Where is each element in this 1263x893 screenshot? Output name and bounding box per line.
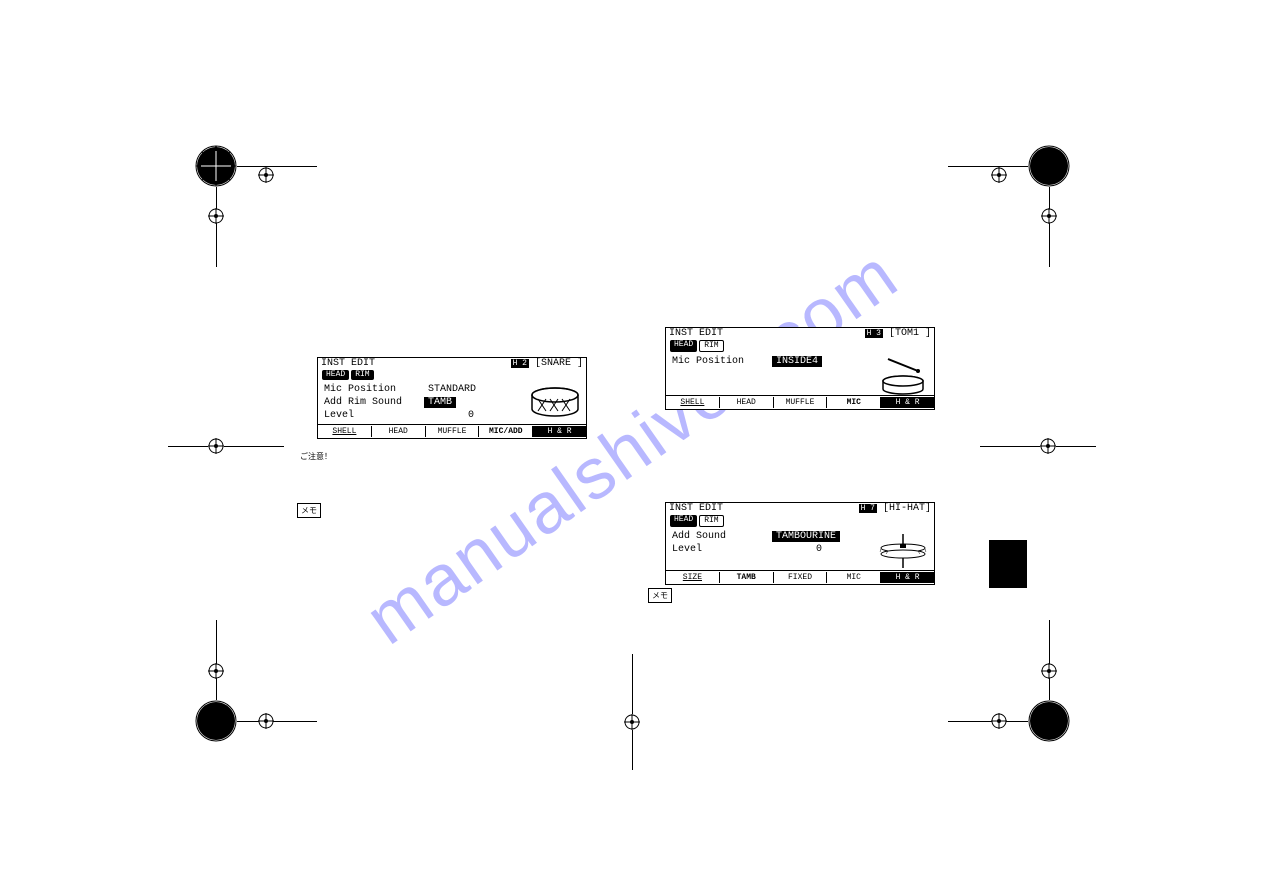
tom-drum-icon [878, 357, 928, 395]
panel-header-right: H 3 [TOM1 ] [865, 328, 931, 339]
watermark-text: manualshives.com [351, 233, 913, 661]
tab-rim[interactable]: RIM [699, 515, 723, 527]
param-value[interactable]: INSIDE4 [772, 356, 822, 367]
footer-tab-muffle[interactable]: MUFFLE [426, 426, 480, 437]
snare-drum-icon [530, 385, 580, 423]
param-value[interactable]: 0 [812, 544, 826, 555]
header-name: [SNARE ] [535, 358, 583, 369]
param-value[interactable]: 0 [464, 410, 478, 421]
lcd-panel-hihat: INST EDIT H 7 [HI-HAT] HEAD RIM Add Soun… [665, 502, 935, 585]
tab-rim[interactable]: RIM [351, 370, 373, 380]
param-label: Level [324, 410, 424, 421]
footer-tab-fixed[interactable]: FIXED [774, 572, 828, 583]
param-value[interactable]: TAMBOURINE [772, 531, 840, 542]
page-index-tab [989, 540, 1027, 588]
footer-tab-head[interactable]: HEAD [720, 397, 774, 408]
param-label: Mic Position [672, 356, 772, 367]
param-label: Add Sound [672, 531, 772, 542]
param-label: Mic Position [324, 384, 424, 395]
header-name: [TOM1 ] [889, 328, 931, 339]
panel-title: INST EDIT [669, 328, 723, 339]
tab-head[interactable]: HEAD [670, 340, 697, 352]
param-label: Level [672, 544, 772, 555]
footer-tab-shell[interactable]: SHELL [666, 397, 720, 408]
panel-header-right: H 7 [HI-HAT] [859, 503, 931, 514]
param-label: Add Rim Sound [324, 397, 424, 408]
memo-icon: メモ [297, 503, 321, 518]
footer-tab-tamb[interactable]: TAMB [720, 572, 774, 583]
tab-rim[interactable]: RIM [699, 340, 723, 352]
lcd-panel-tom: INST EDIT H 3 [TOM1 ] HEAD RIM Mic Posit… [665, 327, 935, 410]
tab-head[interactable]: HEAD [670, 515, 697, 527]
footer-tab-micadd[interactable]: MIC/ADD [479, 426, 533, 437]
hihat-icon [878, 532, 928, 570]
panel-title: INST EDIT [669, 503, 723, 514]
panel-title: INST EDIT [321, 358, 375, 369]
param-value[interactable]: TAMB [424, 397, 456, 408]
footer-tab-mic[interactable]: MIC [827, 572, 881, 583]
header-badge: H 7 [859, 504, 877, 513]
footer-tab-shell[interactable]: SHELL [318, 426, 372, 437]
footer-tab-hr[interactable]: H & R [533, 426, 586, 437]
footer-tab-muffle[interactable]: MUFFLE [774, 397, 828, 408]
footer-tab-hr[interactable]: H & R [881, 572, 934, 583]
footer-tab-head[interactable]: HEAD [372, 426, 426, 437]
note-icon: ご注意！ [297, 450, 335, 463]
footer-tab-size[interactable]: SIZE [666, 572, 720, 583]
tab-head[interactable]: HEAD [322, 370, 349, 380]
panel-header-right: H 2 [SNARE ] [511, 358, 583, 369]
header-name: [HI-HAT] [883, 503, 931, 514]
footer-tab-hr[interactable]: H & R [881, 397, 934, 408]
footer-tab-mic[interactable]: MIC [827, 397, 881, 408]
lcd-panel-snare: INST EDIT H 2 [SNARE ] HEAD RIM Mic Posi… [317, 357, 587, 439]
header-badge: H 2 [511, 359, 529, 368]
header-badge: H 3 [865, 329, 883, 338]
memo-icon: メモ [648, 588, 672, 603]
param-value[interactable]: STANDARD [424, 384, 480, 395]
